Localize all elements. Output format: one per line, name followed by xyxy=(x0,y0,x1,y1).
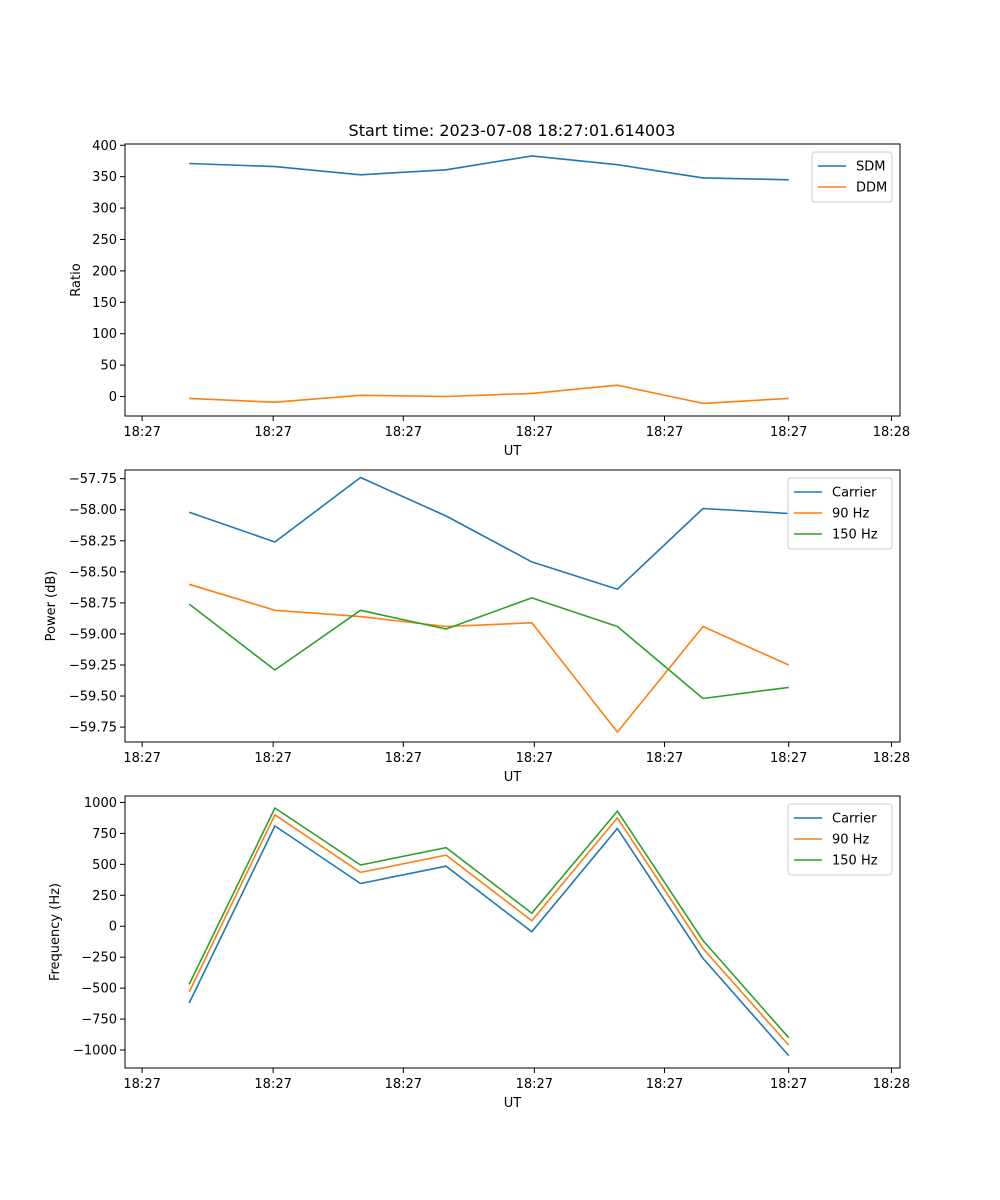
y-tick-label: 500 xyxy=(92,858,117,873)
y-tick-label: 250 xyxy=(92,889,117,904)
x-tick-label: 18:27 xyxy=(770,751,807,766)
y-tick-label: −750 xyxy=(81,1013,117,1028)
x-tick-label: 18:27 xyxy=(516,425,553,440)
x-tick-label: 18:27 xyxy=(516,751,553,766)
y-tick-label: −57.75 xyxy=(69,472,117,487)
y-tick-label: 300 xyxy=(92,202,117,217)
legend: Carrier 90 Hz 150 Hz xyxy=(787,477,893,550)
y-tick-label: −59.75 xyxy=(69,721,117,736)
legend-box xyxy=(811,151,893,203)
series-line-sdm xyxy=(189,155,789,181)
panel-2: 18:27 18:27 18:27 18:27 18:27 18:27 18:28 −59.7… xyxy=(44,469,910,785)
legend-box xyxy=(787,477,893,550)
x-tick-label: 18:27 xyxy=(123,425,160,440)
plot-frame xyxy=(124,469,901,743)
legend-label: DDM xyxy=(856,181,887,196)
y-tick-label: −500 xyxy=(81,982,117,997)
x-tick-label: 18:28 xyxy=(873,425,910,440)
y-tick-label: 150 xyxy=(92,296,117,311)
y-tick-label: 0 xyxy=(109,920,117,935)
y-tick-label: 400 xyxy=(92,139,117,154)
legend-label: 150 Hz xyxy=(832,854,878,869)
y-tick-label: 50 xyxy=(100,359,117,374)
legend: Carrier 90 Hz 150 Hz xyxy=(787,803,893,876)
y-tick-label: 200 xyxy=(92,264,117,279)
y-tick-label: −250 xyxy=(81,951,117,966)
y-tick-label: −59.25 xyxy=(69,658,117,673)
y-tick-label: −59.00 xyxy=(69,627,117,642)
chart-title: Start time: 2023-07-08 18:27:01.614003 xyxy=(349,121,676,140)
x-tick-label: 18:27 xyxy=(646,751,683,766)
panel-3: 18:27 18:27 18:27 18:27 18:27 18:27 18:28 −1000… xyxy=(48,795,910,1111)
legend-label: 90 Hz xyxy=(832,833,869,848)
y-tick-label: −58.75 xyxy=(69,596,117,611)
legend-box xyxy=(787,803,893,876)
legend-label: SDM xyxy=(856,160,885,175)
series-line-150-hz xyxy=(188,807,790,1039)
x-tick-label: 18:27 xyxy=(254,425,291,440)
y-axis-label: Power (dB) xyxy=(44,571,59,642)
x-tick-label: 18:27 xyxy=(770,1077,807,1092)
x-tick-label: 18:28 xyxy=(873,751,910,766)
legend-label: 150 Hz xyxy=(832,528,878,543)
x-tick-label: 18:27 xyxy=(123,1077,160,1092)
y-axis-label: Ratio xyxy=(69,263,84,296)
legend: SDM DDM xyxy=(811,151,893,203)
panel-1: 18:27 18:27 18:27 18:27 18:27 18:27 18:28 0 50 10… xyxy=(69,139,910,459)
x-tick-label: 18:27 xyxy=(254,751,291,766)
y-tick-label: 350 xyxy=(92,170,117,185)
x-tick-label: 18:27 xyxy=(770,425,807,440)
plot-frame xyxy=(124,143,901,417)
x-axis-label: UT xyxy=(504,770,522,785)
plot-frame xyxy=(124,795,901,1069)
series-line-carrier xyxy=(188,476,789,591)
x-tick-label: 18:27 xyxy=(123,751,160,766)
legend-label: Carrier xyxy=(832,812,877,827)
x-tick-label: 18:27 xyxy=(646,1077,683,1092)
y-tick-label: 1000 xyxy=(84,796,117,811)
series-line-carrier xyxy=(188,825,790,1057)
legend-label: 90 Hz xyxy=(832,507,869,522)
legend-label: Carrier xyxy=(832,486,877,501)
x-tick-label: 18:27 xyxy=(254,1077,291,1092)
y-tick-label: 100 xyxy=(92,327,117,342)
y-axis-label: Frequency (Hz) xyxy=(48,883,63,981)
x-axis-label: UT xyxy=(504,1096,522,1111)
x-tick-label: 18:27 xyxy=(516,1077,553,1092)
y-tick-label: 250 xyxy=(92,233,117,248)
y-tick-label: −58.00 xyxy=(69,503,117,518)
x-tick-label: 18:27 xyxy=(646,425,683,440)
x-tick-label: 18:28 xyxy=(873,1077,910,1092)
y-tick-label: −58.50 xyxy=(69,565,117,580)
x-tick-label: 18:27 xyxy=(385,425,422,440)
y-tick-label: 750 xyxy=(92,827,117,842)
series-line-150-hz xyxy=(188,597,789,700)
y-tick-label: 0 xyxy=(109,390,117,405)
x-tick-label: 18:27 xyxy=(385,751,422,766)
series-line-90-hz xyxy=(188,583,790,733)
y-tick-label: −1000 xyxy=(73,1044,117,1059)
series-line-ddm xyxy=(189,384,789,405)
x-tick-label: 18:27 xyxy=(385,1077,422,1092)
x-axis-label: UT xyxy=(504,444,522,459)
y-tick-label: −59.50 xyxy=(69,690,117,705)
y-tick-label: −58.25 xyxy=(69,534,117,549)
series-line-90-hz xyxy=(188,813,790,1046)
